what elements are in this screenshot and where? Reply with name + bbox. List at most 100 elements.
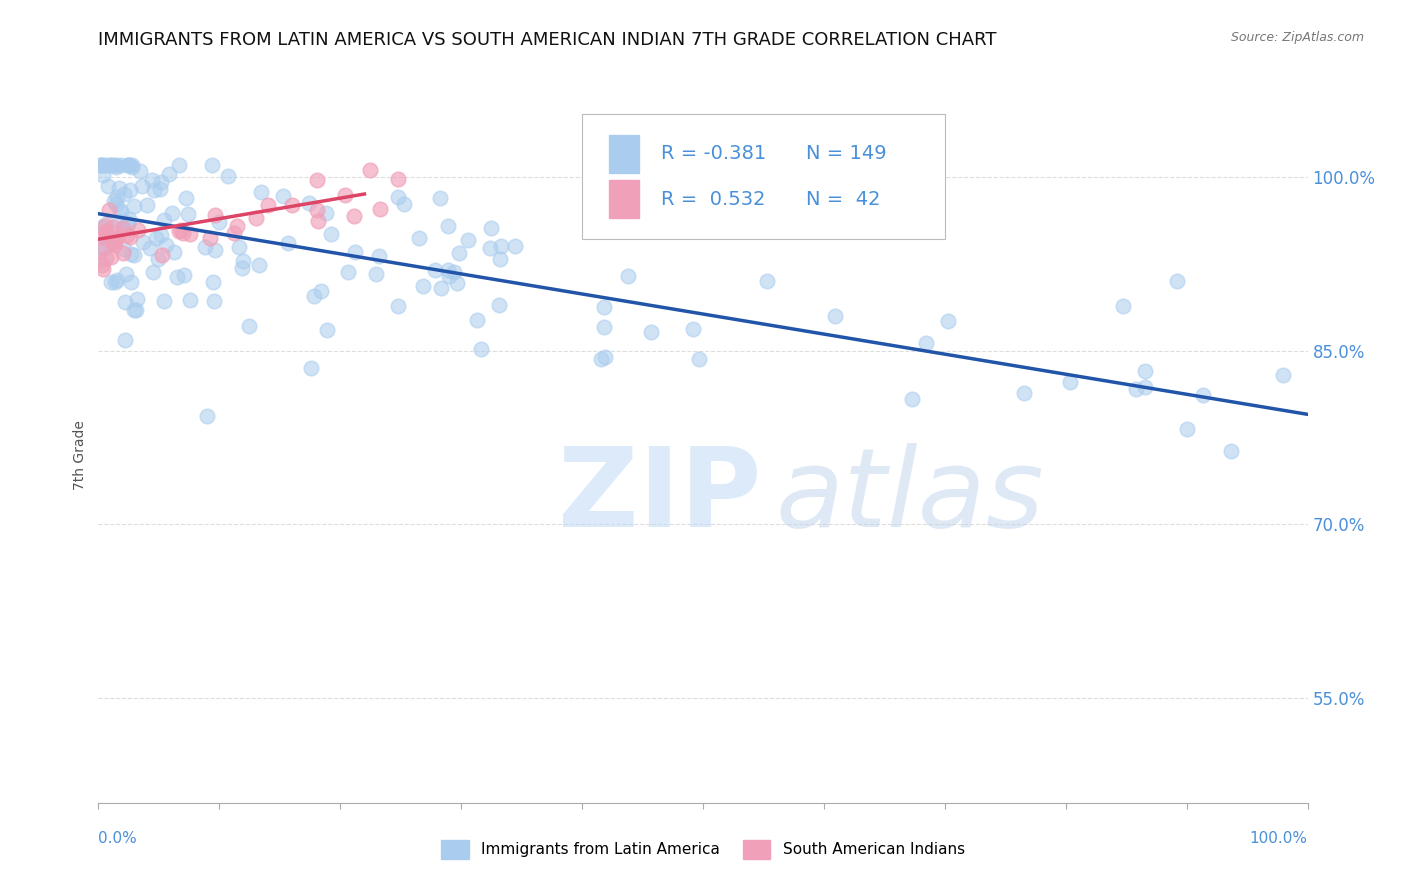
Point xyxy=(271,189,294,203)
Point xyxy=(94,241,117,255)
Point xyxy=(232,253,254,268)
Point xyxy=(104,237,127,252)
Point xyxy=(153,213,176,227)
Text: 100.0%: 100.0% xyxy=(1250,831,1308,846)
Point xyxy=(100,233,122,247)
Point xyxy=(198,231,221,245)
Point xyxy=(97,179,120,194)
Point xyxy=(315,206,337,220)
Point xyxy=(136,198,159,212)
Point xyxy=(89,252,111,267)
Point xyxy=(307,213,329,227)
Point xyxy=(901,392,924,406)
Point xyxy=(337,265,360,279)
Point xyxy=(96,227,118,241)
Point xyxy=(112,186,135,201)
Text: Source: ZipAtlas.com: Source: ZipAtlas.com xyxy=(1230,31,1364,45)
Point xyxy=(117,158,139,172)
Point xyxy=(90,239,112,253)
Point xyxy=(298,195,321,210)
Point xyxy=(204,293,226,308)
Point xyxy=(91,262,114,277)
Point xyxy=(368,249,391,263)
Point xyxy=(98,158,121,172)
Point xyxy=(115,267,138,281)
Point xyxy=(108,181,131,195)
Point xyxy=(96,225,118,239)
Text: IMMIGRANTS FROM LATIN AMERICA VS SOUTH AMERICAN INDIAN 7TH GRADE CORRELATION CHA: IMMIGRANTS FROM LATIN AMERICA VS SOUTH A… xyxy=(98,31,997,49)
Point xyxy=(437,262,460,277)
Point xyxy=(141,173,163,187)
Point xyxy=(344,244,367,259)
Point xyxy=(682,322,704,336)
Point xyxy=(277,235,299,250)
Point xyxy=(217,169,239,183)
Point xyxy=(443,265,465,279)
Point xyxy=(479,220,502,235)
Point xyxy=(166,269,188,284)
Point xyxy=(105,197,128,211)
Point xyxy=(162,245,184,260)
Point xyxy=(105,190,128,204)
Point xyxy=(172,226,194,240)
Point xyxy=(245,211,267,225)
Point xyxy=(176,207,198,221)
Point xyxy=(132,235,155,249)
Point xyxy=(94,224,117,238)
Text: R =  0.532: R = 0.532 xyxy=(661,190,765,209)
Point xyxy=(299,360,322,375)
Point xyxy=(143,183,166,197)
Point xyxy=(430,280,453,294)
Point xyxy=(824,309,846,323)
Point xyxy=(1192,388,1215,402)
Point xyxy=(195,409,218,423)
Point xyxy=(593,350,616,364)
Point xyxy=(114,334,136,348)
Point xyxy=(488,298,510,312)
Point xyxy=(412,279,434,293)
Point xyxy=(307,202,329,217)
Point xyxy=(478,240,501,254)
Text: N = 149: N = 149 xyxy=(806,145,886,163)
Point xyxy=(104,275,127,289)
Point xyxy=(105,273,128,287)
Point xyxy=(91,219,114,234)
Point xyxy=(307,173,329,187)
Point xyxy=(315,323,337,337)
Point xyxy=(387,299,409,313)
Point xyxy=(103,219,125,234)
Point xyxy=(100,250,122,264)
Point xyxy=(98,158,121,172)
Point xyxy=(89,158,111,172)
Point xyxy=(617,268,640,283)
Point xyxy=(1125,382,1147,396)
Point xyxy=(228,240,250,254)
Point xyxy=(150,175,173,189)
Point xyxy=(125,292,148,306)
Point xyxy=(756,274,779,288)
Point xyxy=(169,224,191,238)
Point xyxy=(470,342,492,356)
Point xyxy=(179,293,201,307)
Point xyxy=(127,223,149,237)
Point xyxy=(122,247,145,261)
Point xyxy=(110,158,132,172)
Point xyxy=(169,223,191,237)
Point xyxy=(155,237,177,252)
Point xyxy=(105,229,128,244)
Point xyxy=(105,160,128,174)
Point xyxy=(142,265,165,279)
Point xyxy=(915,335,938,350)
Point xyxy=(488,252,510,266)
Point xyxy=(157,168,180,182)
Point xyxy=(114,294,136,309)
Point xyxy=(89,243,111,257)
Point xyxy=(94,217,117,231)
Point xyxy=(103,235,125,250)
Point xyxy=(110,221,132,235)
Point xyxy=(121,158,143,172)
Point xyxy=(124,199,146,213)
Point xyxy=(465,313,488,327)
Point xyxy=(120,247,142,261)
Point xyxy=(101,235,124,250)
